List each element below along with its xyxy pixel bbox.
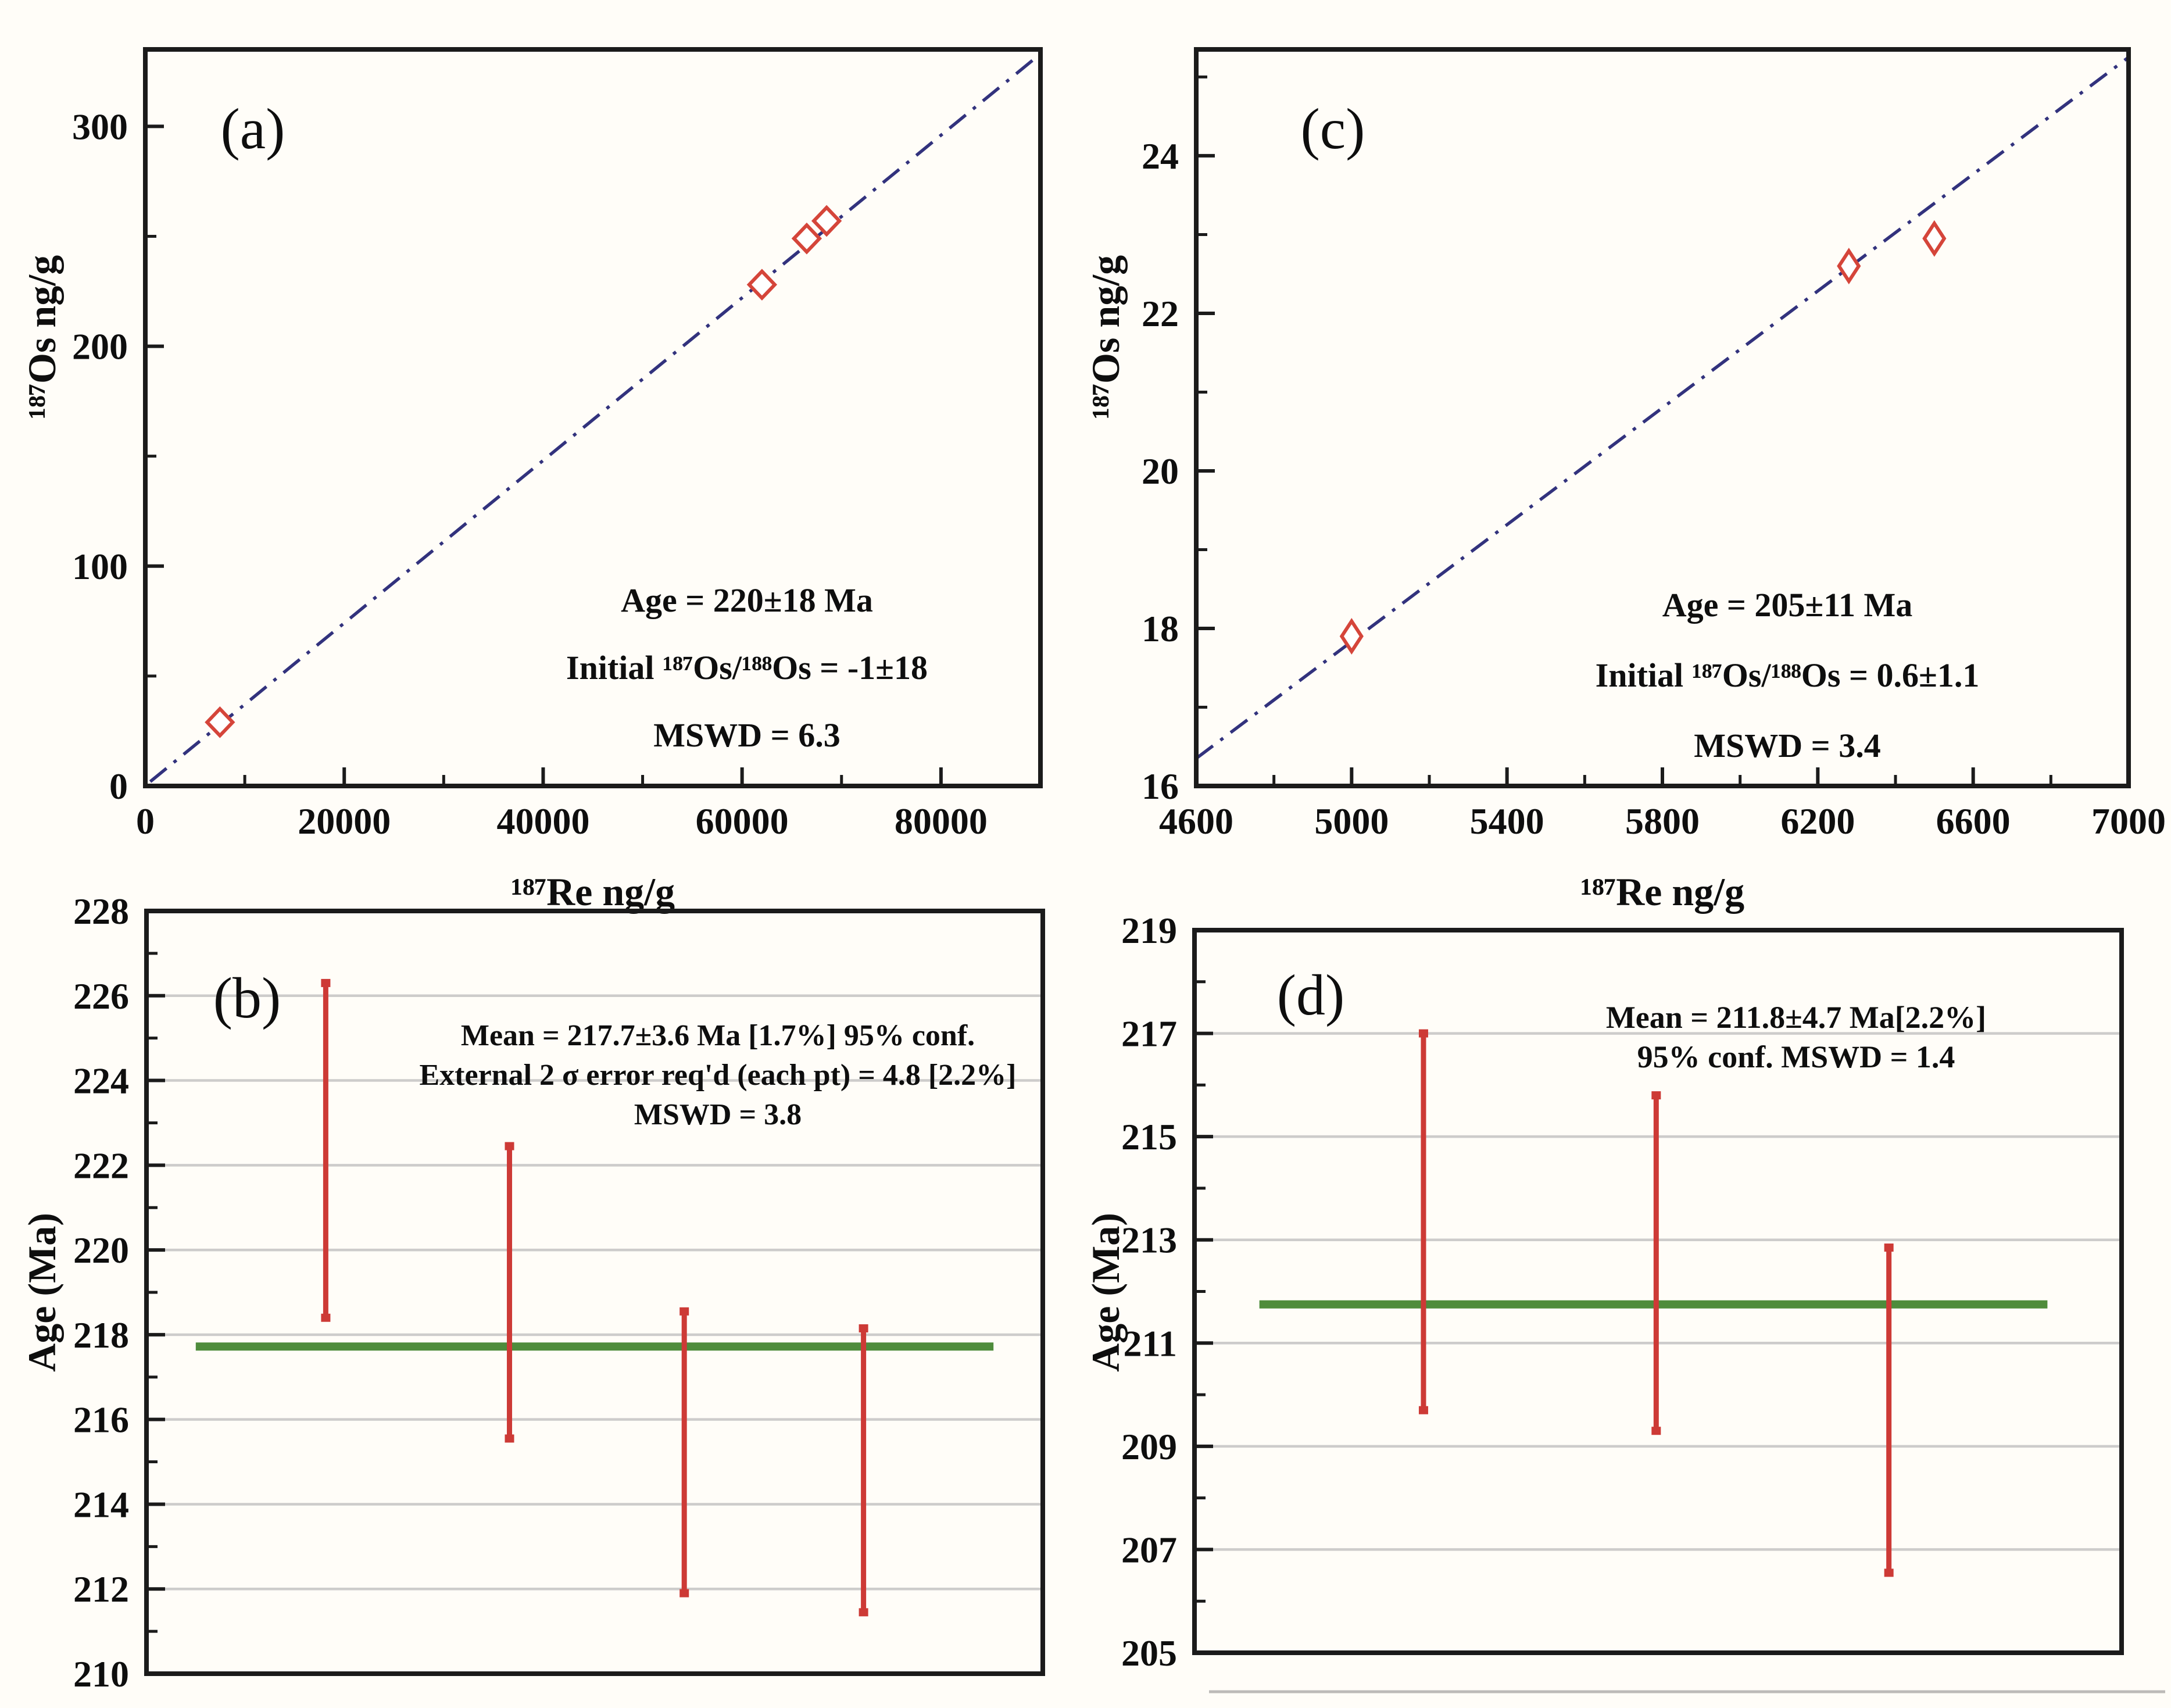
panel-b-error-bar-cap-top	[321, 978, 331, 987]
panel-a-annotation-line-2: Initial ¹⁸⁷Os/¹⁸⁸Os = -1±18	[566, 649, 928, 687]
panel-b-y-tick-label: 226	[73, 976, 129, 1017]
panel-b-annotation-line-1: Mean = 217.7±3.6 Ma [1.7%] 95% conf.	[461, 1019, 975, 1052]
panel-b-error-bar-cap-bottom	[505, 1434, 514, 1443]
panel-d-y-tick-label: 205	[1121, 1632, 1177, 1674]
panel-c-x-tick-label: 5800	[1625, 801, 1700, 842]
panel-a-x-axis-title: ¹⁸⁷Re ng/g	[511, 870, 675, 914]
panel-c-x-tick-label: 6600	[1936, 801, 2011, 842]
panel-d-label: (d)	[1277, 963, 1345, 1027]
panel-a-x-tick-label: 80000	[895, 801, 988, 842]
panel-c-data-point-diamond	[1922, 220, 1947, 257]
panel-d-y-tick-label: 215	[1121, 1116, 1177, 1157]
panel-c-x-tick-label: 5400	[1470, 801, 1544, 842]
panel-b-y-tick-label: 222	[73, 1145, 129, 1186]
panel-d-annotation-line-1: Mean = 211.8±4.7 Ma[2.2%]	[1606, 1000, 1986, 1035]
panel-b-error-bar-cap-top	[679, 1307, 689, 1316]
panel-c-y-axis-title: ¹⁸⁷Os ng/g	[1083, 255, 1128, 419]
panel-a-y-tick-label: 100	[72, 546, 128, 587]
panel-c-y-tick-label: 18	[1142, 608, 1179, 649]
panel-d-y-tick-label: 213	[1121, 1220, 1177, 1261]
panel-b-error-bar-cap-bottom	[321, 1313, 331, 1322]
panel-b-annotation-line-3: MSWD = 3.8	[634, 1098, 802, 1131]
panel-d-annotation-line-2: 95% conf. MSWD = 1.4	[1637, 1039, 1955, 1074]
panel-b-label: (b)	[213, 966, 281, 1030]
panel-a-label: (a)	[221, 97, 285, 161]
panel-a-y-tick-label: 0	[109, 766, 128, 807]
panel-c-annotation-line-2: Initial ¹⁸⁷Os/¹⁸⁸Os = 0.6±1.1	[1596, 656, 1980, 694]
panel-a-data-point-diamond	[205, 706, 235, 738]
panel-c-y-tick-label: 20	[1142, 451, 1179, 492]
panel-a-annotation-line-3: MSWD = 6.3	[653, 716, 840, 754]
panel-c-isochron-line	[1195, 56, 2130, 760]
panel-a-y-tick-label: 300	[72, 106, 128, 147]
panel-c-data-point-diamond	[1339, 618, 1364, 655]
panel-a-data-point-diamond	[746, 269, 778, 301]
panel-b-y-tick-label: 220	[73, 1230, 129, 1271]
panel-b-y-tick-label: 218	[73, 1314, 129, 1356]
panel-a-annotation-line-1: Age = 220±18 Ma	[621, 581, 873, 619]
panel-d-y-tick-label: 217	[1121, 1013, 1177, 1055]
panel-b-y-tick-label: 210	[73, 1653, 129, 1695]
panel-d-y-axis-title: Age (Ma)	[1083, 1213, 1128, 1372]
panel-c-x-tick-label: 4600	[1159, 801, 1233, 842]
panel-d-error-bar-cap-top	[1884, 1244, 1894, 1252]
panel-a-x-tick-label: 60000	[696, 801, 789, 842]
panel-c-y-tick-label: 24	[1142, 135, 1179, 177]
panel-a-plot-border	[143, 47, 1043, 788]
panel-c-data-point-diamond	[1837, 248, 1861, 285]
panel-d-error-bar-cap-top	[1651, 1091, 1661, 1100]
panel-b-error-bar-cap-top	[859, 1324, 868, 1332]
panel-b-y-tick-label: 216	[73, 1399, 129, 1441]
panel-c-label: (c)	[1301, 97, 1365, 161]
panel-c-y-tick-label: 22	[1142, 293, 1179, 334]
panel-d-y-tick-label: 219	[1121, 910, 1177, 951]
panel-d-error-bar-cap-bottom	[1651, 1427, 1661, 1435]
panel-d-y-tick-label: 209	[1121, 1426, 1177, 1467]
panel-d-error-bar-cap-bottom	[1418, 1406, 1428, 1414]
panel-c-x-axis-title: ¹⁸⁷Re ng/g	[1580, 870, 1744, 914]
panel-b-error-bar-cap-bottom	[679, 1589, 689, 1598]
panel-b-y-tick-label: 228	[73, 891, 129, 932]
panel-c-x-tick-label: 7000	[2091, 801, 2166, 842]
panel-a-x-tick-label: 40000	[496, 801, 589, 842]
panel-d-error-bar-cap-top	[1418, 1029, 1428, 1038]
panel-d-error-bar-cap-bottom	[1884, 1568, 1894, 1577]
panel-b-error-bar-cap-top	[505, 1142, 514, 1150]
panel-a-x-tick-label: 20000	[298, 801, 391, 842]
panel-b-annotation-line-2: External 2 σ error req'd (each pt) = 4.8…	[420, 1059, 1017, 1092]
panel-c-x-tick-label: 6200	[1780, 801, 1855, 842]
panel-a-isochron-line	[149, 59, 1034, 783]
panel-b-y-tick-label: 212	[73, 1568, 129, 1610]
panel-c-x-tick-label: 5000	[1314, 801, 1389, 842]
panel-b-error-bar-cap-bottom	[859, 1608, 868, 1617]
panel-a-data-point-diamond	[811, 205, 842, 237]
panel-c-annotation-line-3: MSWD = 3.4	[1694, 727, 1880, 764]
panel-a-x-tick-label: 0	[136, 801, 155, 842]
panel-a-y-tick-label: 200	[72, 326, 128, 367]
panel-b-y-axis-title: Age (Ma)	[20, 1213, 64, 1372]
panel-a-data-point-diamond	[791, 222, 822, 255]
panel-d-y-tick-label: 207	[1121, 1529, 1177, 1570]
panel-b-y-tick-label: 224	[73, 1060, 129, 1102]
panel-b-y-tick-label: 214	[73, 1484, 129, 1525]
panel-a-y-axis-title: ¹⁸⁷Os ng/g	[20, 255, 64, 419]
panel-c-y-tick-label: 16	[1142, 766, 1179, 807]
panel-c-annotation-line-1: Age = 205±11 Ma	[1662, 586, 1913, 624]
panel-d-y-tick-label: 211	[1124, 1323, 1177, 1364]
